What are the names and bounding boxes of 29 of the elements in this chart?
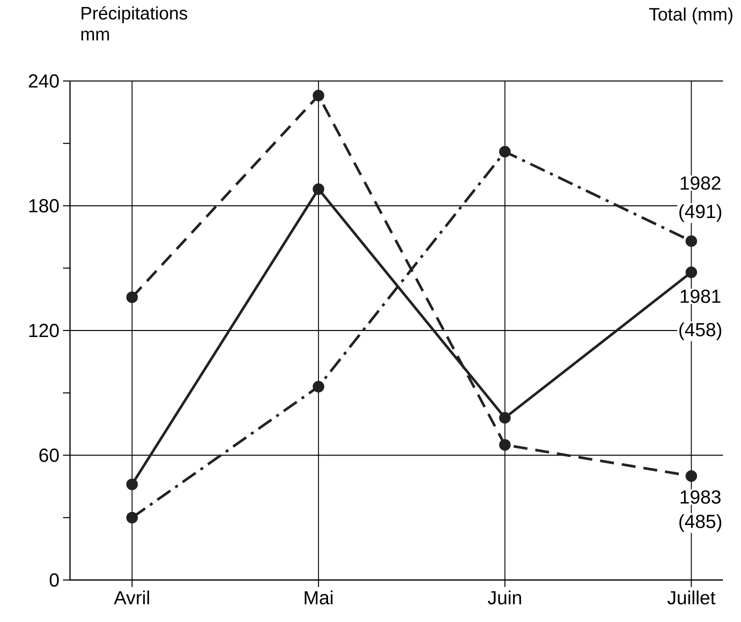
point [126,291,138,304]
series-label: 1981 [680,290,720,303]
point [499,146,511,158]
y-tick-label: 240 [28,74,59,88]
x-tick-label: Juin [488,590,522,604]
point [686,235,698,247]
y-axis-title: Précipitations mm [81,6,188,40]
annotation: (458) [679,322,722,340]
annotation: (485) [679,514,722,532]
point [686,266,698,278]
point [312,90,324,102]
annotation: (491) [679,204,722,222]
point [686,470,698,482]
y-tick-label: 120 [29,324,59,338]
point [312,183,324,195]
text: Total (mm) [649,8,732,24]
series-label: 1983 [680,490,721,504]
y-tick-label: 60 [39,448,59,462]
point [312,380,324,392]
point [499,412,511,424]
x-tick-label: Juillet [667,590,716,604]
point [126,478,138,490]
point [126,512,138,524]
x-tick-label: Avril [114,590,150,604]
point [499,439,511,451]
x-tick-label: Mai [304,590,332,604]
text: 1982 [680,176,720,190]
y-tick-label: 0 [50,573,59,587]
y-tick-label: 180 [29,199,59,212]
